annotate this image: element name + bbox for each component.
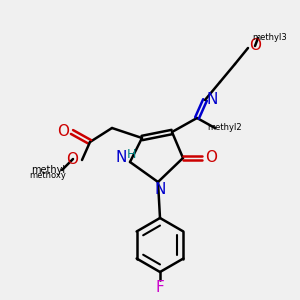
Text: F: F [156, 280, 164, 296]
Text: methoxy: methoxy [30, 172, 66, 181]
Text: O: O [205, 151, 217, 166]
Text: N: N [115, 151, 127, 166]
Text: N: N [154, 182, 166, 196]
Text: methyl3: methyl3 [253, 32, 287, 41]
Text: methyl: methyl [31, 165, 65, 175]
Text: N: N [206, 92, 218, 106]
Text: methyl2: methyl2 [208, 124, 242, 133]
Text: H: H [126, 148, 136, 160]
Text: O: O [249, 38, 261, 53]
Text: O: O [57, 124, 69, 139]
Text: O: O [66, 152, 78, 166]
